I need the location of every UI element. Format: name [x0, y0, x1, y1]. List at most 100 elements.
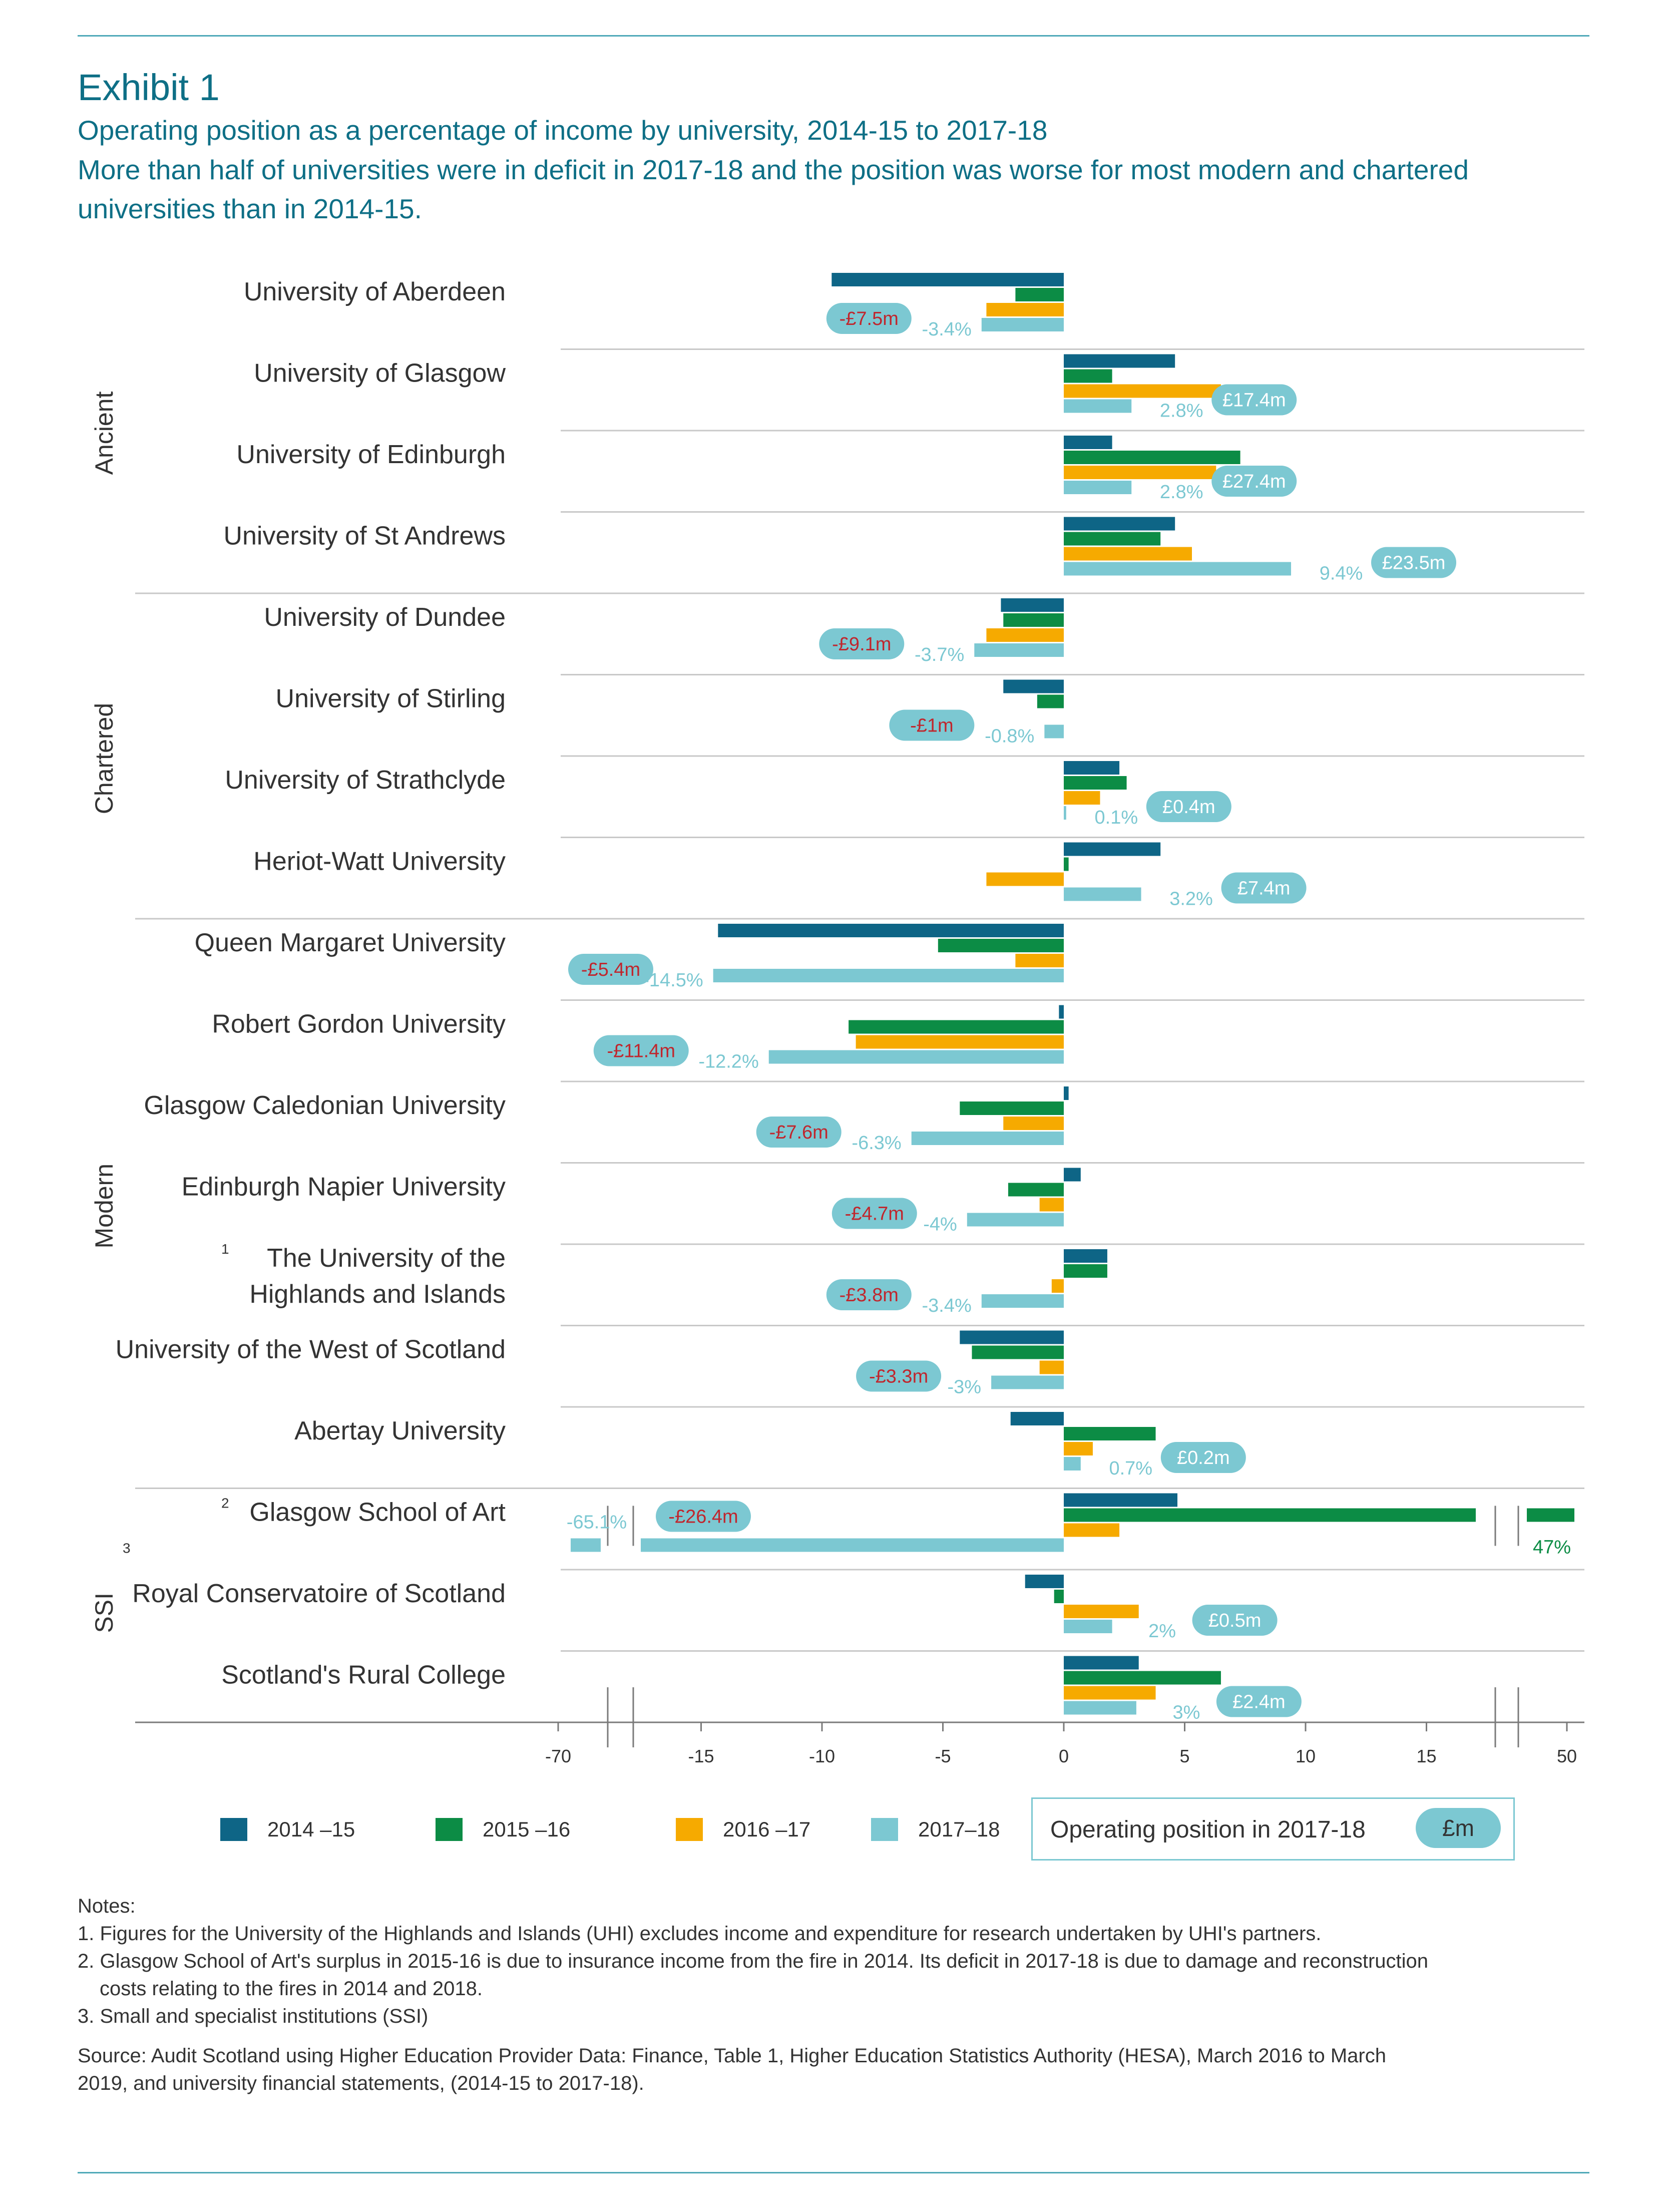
bar — [768, 1050, 1064, 1064]
bar — [974, 643, 1064, 657]
pct-label: -3.4% — [922, 1295, 971, 1316]
university-name: Edinburgh Napier University — [182, 1173, 506, 1202]
bar — [1064, 451, 1240, 464]
bar — [1064, 369, 1112, 383]
bar — [986, 303, 1064, 316]
gbp-label: £2.4m — [1232, 1692, 1286, 1713]
bar — [1064, 354, 1175, 368]
bar — [1037, 694, 1064, 708]
bar — [1064, 1442, 1093, 1455]
bar — [972, 1345, 1064, 1359]
bar — [960, 1330, 1064, 1344]
university-row: Heriot-Watt University 3.2% £7.4m — [253, 842, 1307, 910]
university-name: Queen Margaret University — [195, 928, 506, 957]
bar — [991, 1375, 1064, 1389]
gbp-label: -£3.8m — [840, 1285, 899, 1306]
gbp-label: -£7.6m — [769, 1122, 828, 1143]
university-row: University of Aberdeen -3.4% -£7.5m — [244, 273, 1064, 340]
bar — [1064, 1493, 1178, 1507]
university-name: University of the West of Scotland — [116, 1335, 506, 1364]
gbp-pill — [1371, 547, 1457, 578]
bar — [986, 628, 1064, 642]
bar — [967, 1213, 1064, 1227]
bar — [1064, 791, 1100, 805]
university-row: University of Strathclyde 0.1% £0.4m — [225, 761, 1231, 828]
bar — [911, 1132, 1064, 1145]
x-tick-label: -10 — [809, 1746, 835, 1766]
bar — [986, 872, 1064, 886]
legend-label-2014: 2014 –15 — [267, 1817, 355, 1841]
title-block: Exhibit 1 Operating position as a percen… — [78, 65, 1604, 228]
bar — [1064, 887, 1141, 901]
bar — [938, 939, 1064, 952]
bar — [1010, 1412, 1064, 1425]
pct-label: 0.7% — [1109, 1458, 1152, 1479]
gbp-pill — [1211, 384, 1297, 416]
pct-label: 0.1% — [1095, 807, 1138, 828]
bar — [1064, 562, 1292, 576]
pct-label: 2.8% — [1160, 401, 1203, 422]
group-label: Ancient — [90, 392, 118, 475]
bar — [1064, 399, 1132, 413]
university-name: Abertay University — [294, 1416, 506, 1445]
x-tick-label: -5 — [935, 1746, 951, 1766]
gbp-label: £17.4m — [1222, 390, 1286, 411]
bar-chart: -70 -15 -10 -5 0 5 10 15 50 Operating position as… — [90, 273, 1584, 1782]
gbp-pill — [1211, 466, 1297, 497]
university-name: Glasgow School of Art — [249, 1498, 506, 1527]
x-tick-label: 5 — [1179, 1746, 1189, 1766]
university-row: Queen Margaret University -14.5%-£5.4m — [195, 924, 1064, 991]
x-tick-label: -70 — [545, 1746, 571, 1766]
gbp-pill — [1146, 791, 1231, 822]
pct-label: 2.8% — [1160, 482, 1203, 503]
note-1: 1. Figures for the University of the Hig… — [78, 1923, 1322, 1945]
group-label: Chartered — [90, 703, 118, 814]
university-name: University of Aberdeen — [244, 277, 506, 306]
bottom-rule — [78, 2172, 1589, 2173]
bar — [1064, 857, 1069, 871]
university-name: University of Strathclyde — [225, 766, 506, 795]
pct-label: -12.2% — [698, 1051, 758, 1072]
chart-subtitle: Operating position as a percentage of in… — [78, 115, 1048, 146]
bar — [981, 1294, 1064, 1308]
pct-label: -4% — [923, 1214, 957, 1235]
gbp-pill — [756, 1117, 842, 1148]
legend-operating-position-label: Operating position in 2017-18 — [1050, 1816, 1366, 1843]
gbp-pill — [1160, 1442, 1246, 1473]
top-rule — [78, 35, 1589, 37]
bar — [1059, 1005, 1064, 1019]
university-row: Scotland's Rural College 3% £2.4m — [221, 1656, 1302, 1723]
university-name: Scotland's Rural College — [221, 1661, 506, 1690]
bar — [960, 1101, 1064, 1115]
bar — [1064, 806, 1066, 820]
university-name-superscript: 1 — [221, 1241, 229, 1257]
bar — [1001, 598, 1064, 612]
bar — [849, 1020, 1064, 1034]
university-row: Royal Conservatoire of Scotland 2% £0.5m — [132, 1575, 1278, 1642]
gbp-pill — [889, 709, 975, 741]
gbp-label: £27.4m — [1222, 471, 1286, 492]
gbp-pill — [826, 303, 912, 334]
university-name: University of Stirling — [276, 684, 506, 713]
notes: Notes: 1. Figures for the University of … — [78, 1893, 1429, 2097]
bar — [1064, 776, 1127, 790]
gbp-label: £23.5m — [1382, 553, 1446, 574]
group-label-superscript: 3 — [123, 1540, 131, 1556]
university-row: The University of the 1 Highlands and Isla… — [221, 1241, 1107, 1316]
bar — [1064, 436, 1112, 449]
gbp-label: -£1m — [910, 715, 954, 736]
gbp-pill — [831, 1198, 917, 1229]
x-tick-label: -15 — [688, 1746, 714, 1766]
gbp-pill — [1216, 1686, 1302, 1717]
bar — [1064, 481, 1132, 494]
gbp-pill — [568, 954, 653, 985]
gbp-label: £0.4m — [1162, 797, 1215, 818]
legend-gbp-pill: £m — [1416, 1808, 1501, 1848]
gbp-pill — [656, 1501, 751, 1532]
bar — [1064, 1605, 1139, 1618]
x-tick-label: 0 — [1059, 1746, 1069, 1766]
bar — [1064, 1249, 1107, 1263]
pct-label: -0.8% — [985, 726, 1034, 747]
bar — [1064, 1264, 1107, 1278]
bar-segment — [570, 1538, 601, 1552]
